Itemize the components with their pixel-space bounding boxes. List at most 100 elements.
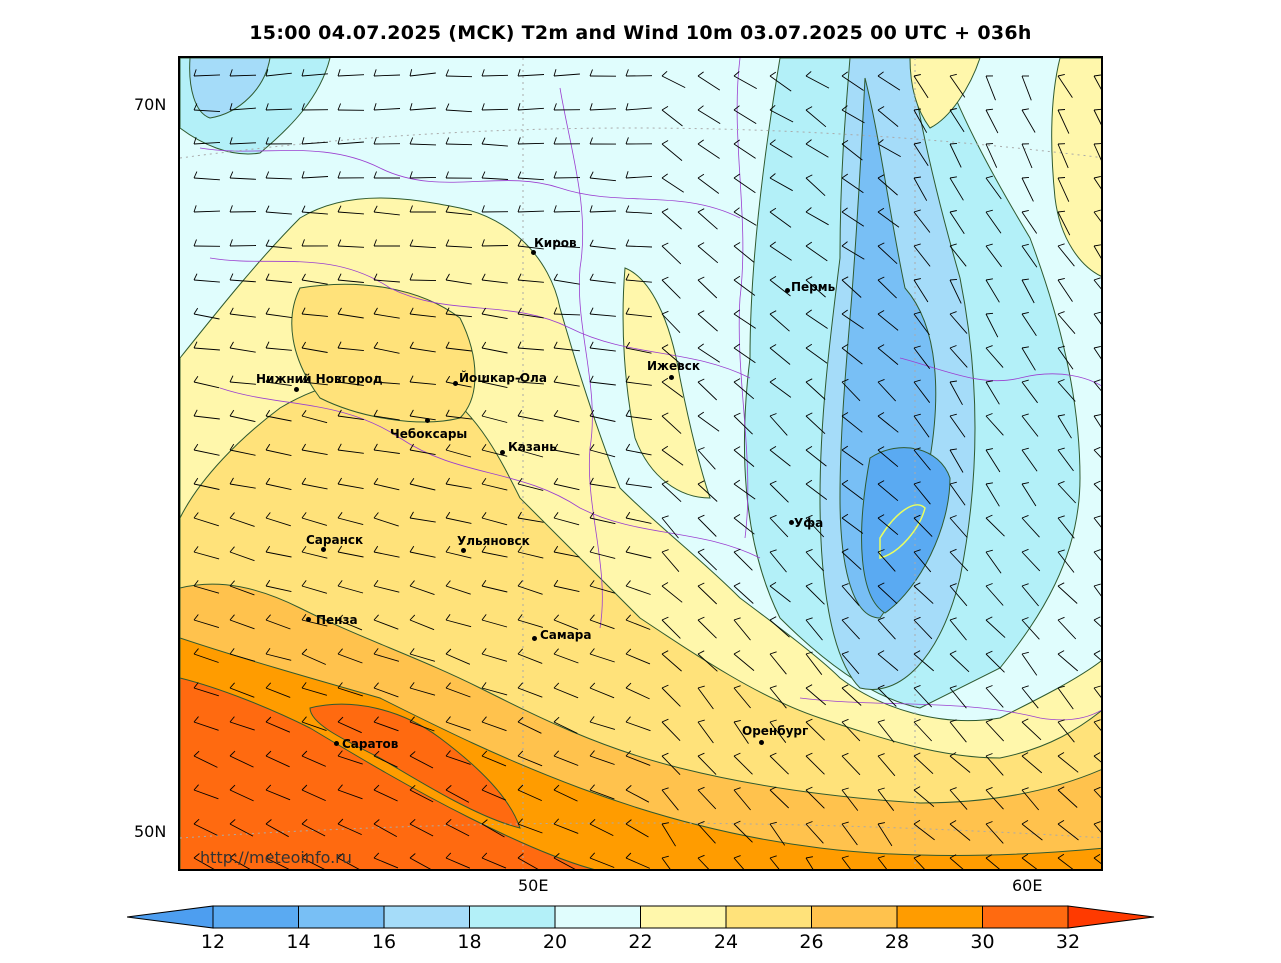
wind-barb [481,653,508,662]
wind-barb [589,721,616,730]
wind-barb [1093,143,1101,161]
wind-barb [409,176,437,179]
temperature-map[interactable]: Киров Пермь Ижевск Нижний Новгород Йошка… [178,56,1103,871]
wind-barb [733,449,755,467]
wind-barb [1093,245,1101,259]
wind-barb-flag [445,716,451,723]
wind-barb [409,483,436,491]
wind-barb-flag [769,821,777,825]
wind-barb-flag [625,750,632,757]
wind-barb [697,211,718,230]
wind-barb-flag [733,719,741,723]
wind-barb [1057,823,1079,841]
wind-barb [229,823,254,837]
wind-barb-flag [445,818,452,825]
wind-barb [697,245,719,264]
wind-barb-flag [409,614,416,621]
wind-barb-flag [337,750,343,757]
wind-barb-flag [589,205,593,213]
wind-barb-flag [985,685,993,689]
wind-barb-flag [661,787,669,791]
wind-barb-flag [1093,379,1101,383]
wind-barb [517,619,544,628]
wind-barb [301,176,329,179]
wind-barb-flag [1093,311,1101,315]
wind-barb [373,585,400,593]
wind-barb [697,347,720,363]
wind-barb [589,381,616,386]
wind-barb [877,517,899,536]
wind-barb-flag [445,682,451,689]
wind-barb [337,415,364,421]
wind-barb-flag [373,341,379,349]
wind-barb [301,483,328,490]
wind-barb-flag [1021,752,1029,757]
wind-barb-flag [589,852,596,859]
wind-barb [805,823,824,844]
wind-barb-flag [625,852,632,859]
wind-barb [985,143,998,168]
wind-barb-flag [697,411,705,417]
wind-barb [193,449,220,456]
wind-barb-flag [589,716,595,723]
wind-barb [841,585,860,606]
colorbar-tick-label: 22 [628,931,653,953]
wind-barb [805,755,825,775]
wind-barb [913,347,931,369]
wind-barb [517,381,544,385]
wind-barb-flag [913,379,921,383]
wind-barb [877,483,899,502]
wind-barb-flag [769,549,777,553]
wind-barb [949,755,971,773]
wind-barb [445,483,472,489]
wind-barb [769,381,792,398]
wind-barb-flag [949,73,957,77]
wind-barb-flag [517,375,522,383]
wind-barb [409,72,436,77]
wind-barb-flag [193,750,200,757]
wind-barb [193,483,220,490]
wind-barb [337,517,364,526]
wind-barb-flag [625,785,632,791]
wind-barb-flag [877,514,885,519]
wind-barb-flag [337,341,342,349]
wind-barb-flag [517,580,523,587]
wind-barb [229,585,255,596]
wind-barb-flag [445,239,450,247]
wind-barb [661,347,682,366]
wind-barb [481,74,509,77]
wind-barb-flag [985,345,993,349]
wind-barb [589,789,615,800]
wind-barb [1021,619,1040,640]
wind-barb-flag [769,855,777,859]
wind-barb [229,619,255,630]
wind-barb [1093,211,1101,223]
wind-barb [517,721,542,734]
wind-barb [409,551,436,558]
wind-barb-flag [553,273,558,281]
wind-barb [913,687,933,708]
wind-barb [877,381,897,402]
wind-barb [373,449,400,454]
wind-barb-flag [805,617,813,621]
wind-barb-flag [1057,853,1065,859]
wind-barb-flag [733,71,740,77]
wind-barb [913,109,928,133]
wind-barb [409,721,435,732]
city-yoshkar-ola: Йошкар-Ола [453,371,547,386]
wind-barb-flag [553,579,559,587]
wind-barb [445,517,472,524]
wind-barb [805,381,826,400]
wind-barb-flag [805,786,813,791]
wind-barb [481,755,507,767]
wind-barb-flag [661,650,669,655]
wind-barb [337,789,363,800]
wind-barb-flag [373,648,379,655]
wind-barb [517,74,545,77]
wind-barb [301,687,328,696]
wind-barb [589,245,616,250]
wind-barb-flag [949,311,957,315]
wind-barb-flag [841,583,849,587]
wind-barb [805,619,823,641]
wind-barb [1093,517,1101,528]
